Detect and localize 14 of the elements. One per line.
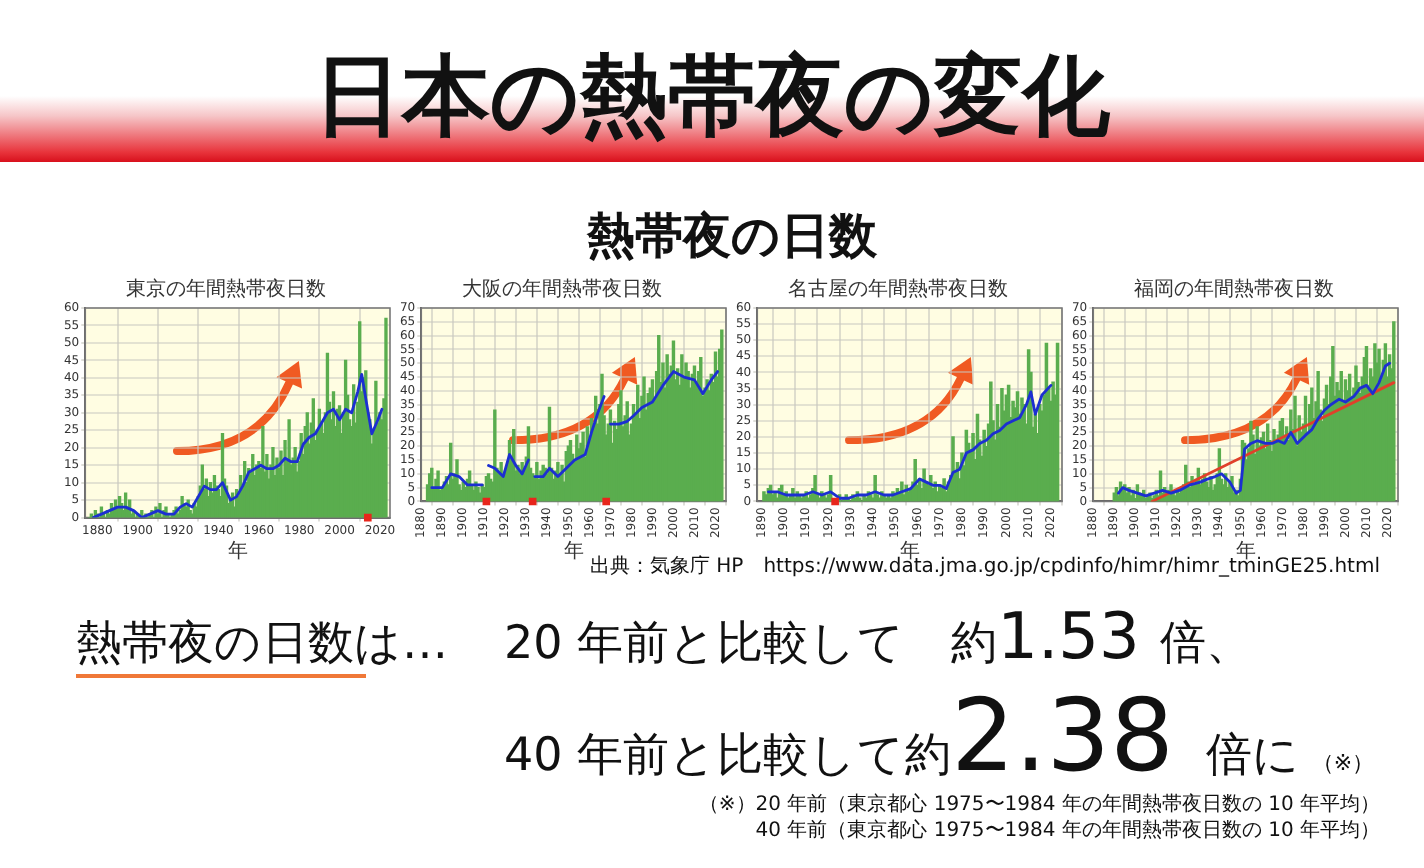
chart-title: 名古屋の年間熱帯夜日数 <box>788 277 1008 302</box>
chart-title: 大阪の年間熱帯夜日数 <box>462 277 662 302</box>
chart-title: 東京の年間熱帯夜日数 <box>126 277 326 302</box>
text: 熱帯夜の日数 <box>584 208 879 264</box>
text: 20 年前と比較して 約1.53 倍、 <box>504 598 1252 674</box>
x-axis-title: 年 <box>227 539 248 564</box>
text: 40 年前と比較して約2.38 倍に（※） <box>504 678 1375 794</box>
text: 40 年前（東京都心 1975〜1984 年の年間熱帯夜日数の 10 年平均） <box>755 820 1380 842</box>
x-axis-title: 年 <box>563 539 584 564</box>
text: （※）20 年前（東京都心 1975〜1984 年の年間熱帯夜日数の 10 年平均） <box>698 794 1380 816</box>
text: 日本の熱帯夜の変化 <box>312 46 1112 148</box>
text: 熱帯夜の日数は… <box>76 618 448 670</box>
chart-title: 福岡の年間熱帯夜日数 <box>1134 277 1334 302</box>
x-axis-title: 年 <box>1235 539 1256 564</box>
